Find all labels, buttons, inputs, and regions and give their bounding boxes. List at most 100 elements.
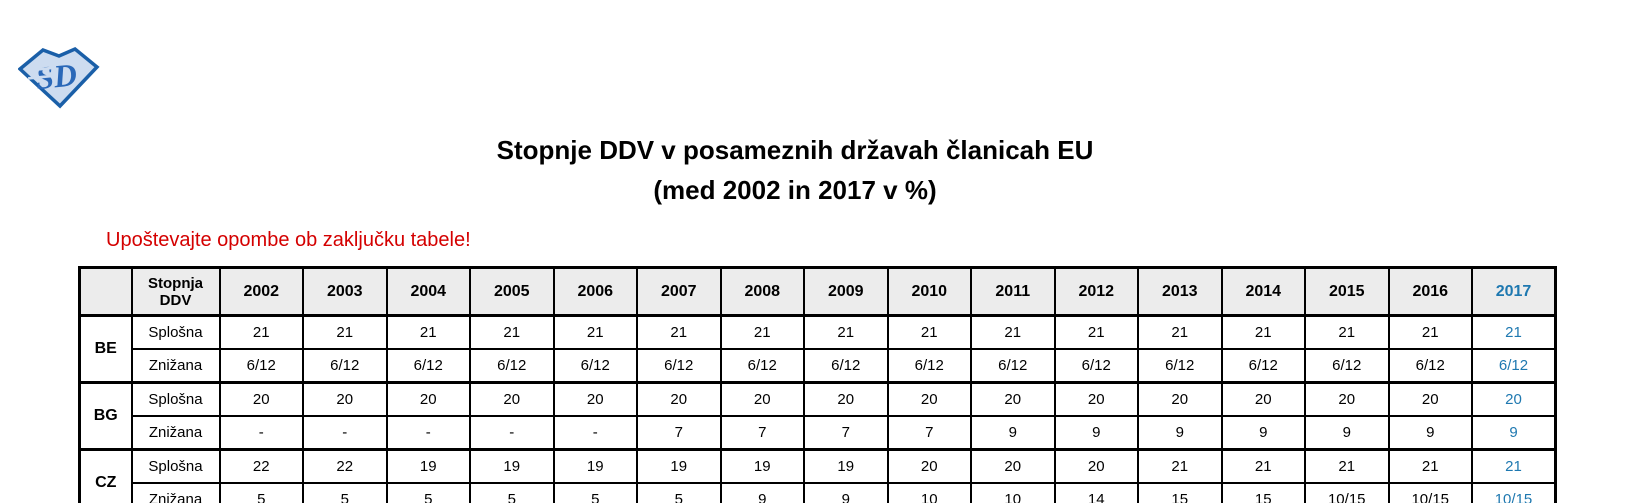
value-cell-bg-2006: - [552, 415, 638, 451]
value-cell-bg-2004: - [385, 415, 471, 451]
value-cell-cz-2013: 15 [1137, 482, 1223, 503]
value-cell-be-2010: 21 [886, 314, 972, 350]
rate-header-line2: DDV [159, 291, 192, 309]
value-cell-bg-2004: 20 [385, 381, 471, 417]
value-cell-cz-2014: 15 [1220, 482, 1306, 503]
value-cell-be-2005: 21 [469, 314, 555, 350]
year-header-2017: 2017 [1471, 266, 1557, 317]
title-line-2: (med 2002 in 2017 v %) [653, 175, 937, 205]
value-cell-bg-2005: 20 [469, 381, 555, 417]
country-cell-bg: BG [78, 381, 133, 451]
title-line-1: Stopnje DDV v posameznih državah članica… [496, 135, 1094, 165]
rate-label-cell: Znižana [130, 415, 221, 451]
value-cell-cz-2007: 5 [636, 482, 722, 503]
year-header-2011: 2011 [970, 266, 1056, 317]
year-header-2012: 2012 [1053, 266, 1139, 317]
value-cell-bg-2013: 20 [1137, 381, 1223, 417]
year-header-2013: 2013 [1137, 266, 1223, 317]
value-cell-be-2011: 21 [970, 314, 1056, 350]
value-cell-cz-2014: 21 [1220, 448, 1306, 484]
value-cell-be-2004: 21 [385, 314, 471, 350]
value-cell-cz-2003: 5 [302, 482, 388, 503]
value-cell-be-2003: 6/12 [302, 348, 388, 384]
value-cell-bg-2002: - [218, 415, 304, 451]
value-cell-bg-2008: 7 [719, 415, 805, 451]
value-cell-cz-2004: 5 [385, 482, 471, 503]
value-cell-bg-2017: 9 [1471, 415, 1557, 451]
table-header: Stopnja DDV 2002 2003 2004 2005 2006 2007 2008 20… [78, 266, 1557, 317]
value-cell-be-2002: 21 [218, 314, 304, 350]
value-cell-be-2014: 6/12 [1220, 348, 1306, 384]
value-cell-bg-2012: 9 [1053, 415, 1139, 451]
value-cell-bg-2015: 9 [1304, 415, 1390, 451]
notes-warning-text: Upoštevajte opombe ob zaključku tabele! [106, 229, 471, 251]
value-cell-be-2004: 6/12 [385, 348, 471, 384]
year-header-2003: 2003 [302, 266, 388, 317]
value-cell-be-2015: 6/12 [1304, 348, 1390, 384]
value-cell-bg-2013: 9 [1137, 415, 1223, 451]
row-cz-general: CZ Splošna 22 22 19 19 19 19 19 19 20 20 20 21 21 21 21 2… [78, 448, 1557, 503]
value-cell-bg-2015: 20 [1304, 381, 1390, 417]
value-cell-cz-2008: 19 [719, 448, 805, 484]
value-cell-be-2016: 21 [1387, 314, 1473, 350]
value-cell-cz-2017: 21 [1471, 448, 1557, 484]
year-header-2014: 2014 [1220, 266, 1306, 317]
value-cell-cz-2013: 21 [1137, 448, 1223, 484]
value-cell-bg-2005: - [469, 415, 555, 451]
value-cell-cz-2016: 10/15 [1387, 482, 1473, 503]
year-header-2010: 2010 [886, 266, 972, 317]
row-be-reduced: Znižana 6/12 6/12 6/12 6/12 6/12 6/12 6/12 6/12 6… [80, 348, 1557, 384]
value-cell-be-2009: 21 [803, 314, 889, 350]
value-cell-be-2005: 6/12 [469, 348, 555, 384]
value-cell-cz-2009: 19 [803, 448, 889, 484]
value-cell-cz-2011: 20 [970, 448, 1056, 484]
value-cell-be-2012: 21 [1053, 314, 1139, 350]
year-header-2002: 2002 [218, 266, 304, 317]
year-header-2007: 2007 [636, 266, 722, 317]
value-cell-cz-2010: 10 [886, 482, 972, 503]
value-cell-bg-2003: 20 [302, 381, 388, 417]
rate-label-cell: Znižana [130, 482, 221, 503]
value-cell-bg-2002: 20 [218, 381, 304, 417]
logo-speed-line [25, 66, 53, 72]
value-cell-bg-2009: 20 [803, 381, 889, 417]
value-cell-bg-2016: 20 [1387, 381, 1473, 417]
year-header-2016: 2016 [1387, 266, 1473, 317]
value-cell-bg-2016: 9 [1387, 415, 1473, 451]
rate-type-header-cell: Stopnja DDV [130, 266, 221, 317]
logo-speed-line [27, 74, 51, 80]
value-cell-be-2017: 6/12 [1471, 348, 1557, 384]
value-cell-bg-2011: 9 [970, 415, 1056, 451]
value-cell-bg-2010: 7 [886, 415, 972, 451]
value-cell-be-2013: 21 [1137, 314, 1223, 350]
value-cell-cz-2015: 10/15 [1304, 482, 1390, 503]
page-title: Stopnje DDV v posameznih državah članica… [0, 130, 1590, 210]
rate-label-cell: Splošna [130, 448, 221, 484]
value-cell-bg-2007: 7 [636, 415, 722, 451]
value-cell-cz-2008: 9 [719, 482, 805, 503]
diamond-shape [18, 46, 100, 109]
value-cell-cz-2010: 20 [886, 448, 972, 484]
value-cell-be-2008: 21 [719, 314, 805, 350]
value-cell-cz-2004: 19 [385, 448, 471, 484]
value-cell-bg-2003: - [302, 415, 388, 451]
year-header-2009: 2009 [803, 266, 889, 317]
value-cell-bg-2017: 20 [1471, 381, 1557, 417]
corner-cell [78, 266, 133, 317]
value-cell-bg-2010: 20 [886, 381, 972, 417]
value-cell-bg-2008: 20 [719, 381, 805, 417]
value-cell-be-2007: 21 [636, 314, 722, 350]
value-cell-cz-2002: 5 [218, 482, 304, 503]
row-bg-general: BG Splošna 20 20 20 20 20 20 20 20 20 20 20 20 20 20 20 2… [78, 381, 1557, 451]
sd-diamond-logo: SD [18, 46, 100, 109]
value-cell-cz-2016: 21 [1387, 448, 1473, 484]
row-cz-reduced: Znižana 5 5 5 5 5 5 9 9 10 10 14 15 15 10/15 10/15 10/15 [80, 482, 1557, 503]
header-row: Stopnja DDV 2002 2003 2004 2005 2006 2007 2008 20… [78, 266, 1557, 317]
value-cell-cz-2006: 19 [552, 448, 638, 484]
value-cell-cz-2007: 19 [636, 448, 722, 484]
value-cell-bg-2009: 7 [803, 415, 889, 451]
vat-rates-table: Stopnja DDV 2002 2003 2004 2005 2006 2007 2008 20… [78, 266, 1557, 503]
value-cell-cz-2005: 5 [469, 482, 555, 503]
value-cell-bg-2011: 20 [970, 381, 1056, 417]
value-cell-be-2015: 21 [1304, 314, 1390, 350]
